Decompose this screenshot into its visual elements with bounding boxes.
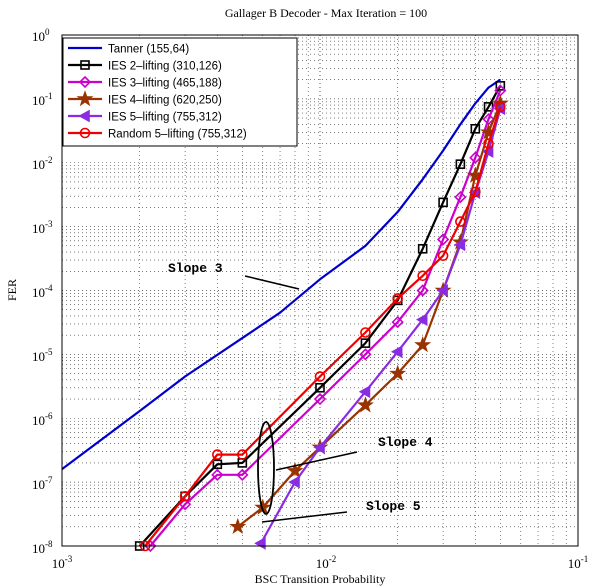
legend-label: Tanner (155,64) <box>108 44 189 56</box>
data-point <box>356 396 374 413</box>
data-point <box>315 382 325 393</box>
y-tick-label: 10-8 <box>32 539 53 556</box>
data-point <box>437 250 449 262</box>
data-point <box>455 159 466 169</box>
legend-box <box>62 37 298 147</box>
data-point <box>313 441 325 454</box>
series-1 <box>61 78 501 470</box>
annotation-slope-4: Slope 4 <box>378 435 433 450</box>
legend: Tanner (155,64) IES 2–lifting (310,126) IE… <box>62 37 298 147</box>
data-point <box>178 498 192 511</box>
annotation-slope-5-pointer <box>261 511 348 523</box>
legend-label: IES 2–lifting (310,126) <box>108 61 222 73</box>
data-point <box>359 348 372 361</box>
data-point <box>391 345 403 359</box>
data-point <box>438 197 448 208</box>
data-point <box>455 216 466 227</box>
x-tick-label: 10-1 <box>568 554 589 571</box>
series-line <box>144 106 502 547</box>
annotations: Slope 3 Slope 4 Slope 5 <box>168 261 433 523</box>
data-point <box>314 371 326 382</box>
data-point <box>389 364 407 381</box>
annotation-slope-3-pointer <box>244 275 300 290</box>
data-point <box>212 459 223 470</box>
legend-swatch-marker <box>78 75 92 89</box>
chart-title: Gallager B Decoder - Max Iteration = 100 <box>225 6 427 20</box>
series-line <box>138 85 502 547</box>
series-line <box>237 102 502 528</box>
data-point <box>470 124 481 134</box>
y-tick-label: 10-5 <box>32 347 53 364</box>
x-axis-label: BSC Transition Probability <box>255 572 386 586</box>
data-point <box>470 186 481 198</box>
data-point <box>179 490 191 502</box>
annotation-slope-4-pointer <box>275 451 358 471</box>
legend-entry: IES 4–lifting (620,250) <box>68 90 222 107</box>
data-point <box>211 468 224 481</box>
legend-entry: Random 5–lifting (755,312) <box>68 127 247 141</box>
data-point <box>417 243 428 254</box>
annotation-slope-5: Slope 5 <box>366 499 421 514</box>
data-point <box>358 385 371 399</box>
y-tick-label: 10-2 <box>32 155 53 172</box>
x-tick-labels: 10-3 10-2 10-1 <box>52 554 589 571</box>
plot-frame <box>61 34 579 547</box>
y-axis-label: FER <box>5 279 19 301</box>
data-point <box>454 190 467 204</box>
data-point <box>495 81 506 91</box>
legend-swatch-marker <box>79 127 91 139</box>
data-point <box>392 293 403 304</box>
data-point <box>483 138 494 149</box>
y-tick-labels: 100 10-1 10-2 10-3 10-4 10-5 10-6 10-7 1… <box>32 27 53 556</box>
x-tick-label: 10-3 <box>52 554 73 571</box>
series-line <box>149 90 502 547</box>
legend-entry: IES 2–lifting (310,126) <box>68 60 222 73</box>
y-tick-label: 10-3 <box>32 219 53 236</box>
annotation-slope-3: Slope 3 <box>168 261 223 276</box>
data-point <box>229 517 247 535</box>
y-tick-label: 10-1 <box>32 91 53 108</box>
legend-entry: IES 5–lifting (755,312) <box>68 109 222 124</box>
data-point <box>286 461 304 479</box>
data-point <box>416 313 428 326</box>
data-point <box>469 151 482 164</box>
legend-swatch-marker <box>78 109 90 123</box>
data-point <box>236 468 249 481</box>
y-tick-label: 10-7 <box>32 475 53 492</box>
series-line <box>61 78 501 470</box>
legend-label: IES 3–lifting (465,188) <box>108 78 222 90</box>
legend-label: IES 5–lifting (755,312) <box>108 112 222 124</box>
x-tick-label: 10-2 <box>316 554 337 571</box>
legend-rows: Tanner (155,64) IES 2–lifting (310,126) IE… <box>68 44 247 141</box>
data-point <box>313 392 327 406</box>
data-point <box>416 284 429 297</box>
legend-entry: Tanner (155,64) <box>68 44 189 56</box>
legend-entry: IES 3–lifting (465,188) <box>68 75 222 90</box>
y-tick-label: 10-6 <box>32 411 53 428</box>
data-point <box>417 270 428 282</box>
series-layer <box>61 78 509 553</box>
data-point <box>391 315 404 329</box>
series-6 <box>139 101 506 552</box>
legend-swatch-marker <box>76 90 94 107</box>
data-point <box>288 475 300 489</box>
data-point <box>212 449 223 460</box>
legend-label: Random 5–lifting (755,312) <box>108 129 247 141</box>
data-point <box>360 338 371 348</box>
legend-label: IES 4–lifting (620,250) <box>108 95 222 107</box>
data-point <box>360 327 371 338</box>
data-point <box>436 284 448 297</box>
data-point <box>414 336 432 353</box>
y-tick-label: 10-4 <box>32 283 53 300</box>
data-point <box>453 238 466 252</box>
annotation-slope-4-ellipse <box>257 421 275 515</box>
y-tick-label: 100 <box>32 27 50 44</box>
legend-swatch-marker <box>80 60 90 70</box>
data-point <box>237 449 248 460</box>
data-point <box>436 233 450 246</box>
data-point <box>495 101 506 113</box>
